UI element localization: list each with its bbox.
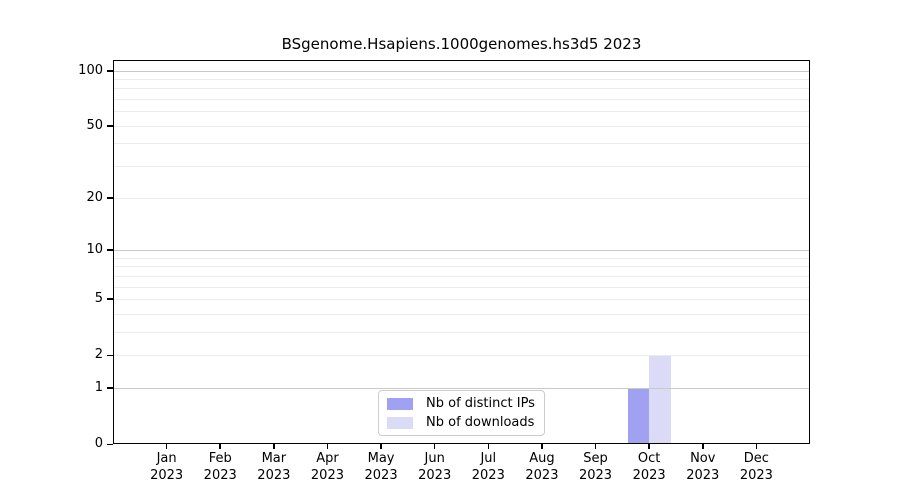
legend-swatch-downloads: [387, 416, 413, 429]
legend-label-distinct-ips: Nb of distinct IPs: [426, 396, 535, 411]
minor-gridline: [113, 266, 810, 268]
minor-gridline: [113, 78, 810, 80]
chart-title: BSgenome.Hsapiens.1000genomes.hs3d5 2023: [281, 35, 642, 53]
minor-gridline: [113, 286, 810, 288]
legend-item-distinct-ips: Nb of distinct IPs: [387, 396, 535, 411]
y-tick: [107, 249, 113, 251]
legend-label-downloads: Nb of downloads: [426, 415, 535, 430]
y-tick-label: 2: [94, 347, 103, 363]
y-tick: [107, 70, 113, 72]
bar-nb-of-distinct-ips-oct: [627, 387, 650, 444]
y-tick-label: 50: [86, 117, 103, 133]
x-tick-label: May 2023: [364, 451, 398, 483]
bar-nb-of-downloads-oct: [649, 355, 671, 444]
y-tick: [107, 354, 113, 357]
minor-gridline: [113, 298, 810, 300]
y-tick: [107, 197, 113, 199]
minor-gridline: [113, 355, 810, 357]
minor-gridline: [113, 125, 810, 127]
y-tick: [107, 298, 113, 300]
y-tick: [107, 387, 113, 389]
minor-gridline: [113, 197, 810, 199]
major-gridline: [113, 249, 810, 251]
x-tick: [165, 444, 168, 449]
x-tick-label: Mar 2023: [257, 451, 291, 483]
legend-swatch-distinct-ips: [387, 397, 413, 410]
x-tick-label: Dec 2023: [739, 451, 773, 483]
x-tick-label: Jul 2023: [471, 451, 505, 483]
x-tick-label: Sep 2023: [578, 451, 613, 483]
y-tick: [107, 443, 113, 445]
x-tick-label: Apr 2023: [310, 451, 344, 483]
y-tick: [107, 125, 113, 127]
y-tick-label: 0: [94, 436, 103, 451]
x-tick: [219, 444, 221, 449]
x-tick: [326, 444, 329, 449]
x-tick-label: Aug 2023: [525, 451, 559, 483]
x-tick: [541, 444, 543, 449]
minor-gridline: [113, 331, 810, 333]
x-tick-label: Jun 2023: [418, 451, 452, 483]
major-gridline: [113, 387, 810, 389]
bars-layer: [113, 60, 810, 444]
x-tick: [487, 444, 490, 449]
minor-gridline: [113, 111, 810, 113]
x-tick-label: Oct 2023: [632, 451, 666, 483]
minor-gridline: [113, 166, 810, 168]
minor-gridline: [113, 88, 810, 90]
major-gridline: [113, 70, 810, 72]
legend: Nb of distinct IPs Nb of downloads: [378, 390, 545, 436]
x-tick: [648, 444, 650, 449]
x-tick: [380, 444, 382, 449]
legend-item-downloads: Nb of downloads: [387, 415, 535, 430]
gridlines-layer: [113, 60, 810, 444]
minor-gridline: [113, 257, 810, 259]
x-tick-label: Nov 2023: [686, 451, 720, 483]
x-tick: [755, 444, 758, 449]
minor-gridline: [113, 143, 810, 145]
y-tick-label: 5: [94, 290, 103, 306]
minor-gridline: [113, 99, 810, 101]
x-tick: [273, 444, 275, 449]
y-tick-label: 1: [94, 379, 103, 395]
x-tick: [702, 444, 704, 449]
y-tick-label: 10: [86, 241, 103, 257]
y-tick-label: 20: [86, 189, 103, 205]
x-tick-label: Jan 2023: [150, 451, 184, 483]
minor-gridline: [113, 313, 810, 315]
y-tick-label: 100: [78, 62, 103, 78]
x-tick: [594, 444, 597, 449]
x-tick-label: Feb 2023: [203, 451, 237, 483]
minor-gridline: [113, 275, 810, 277]
x-tick: [433, 444, 436, 449]
